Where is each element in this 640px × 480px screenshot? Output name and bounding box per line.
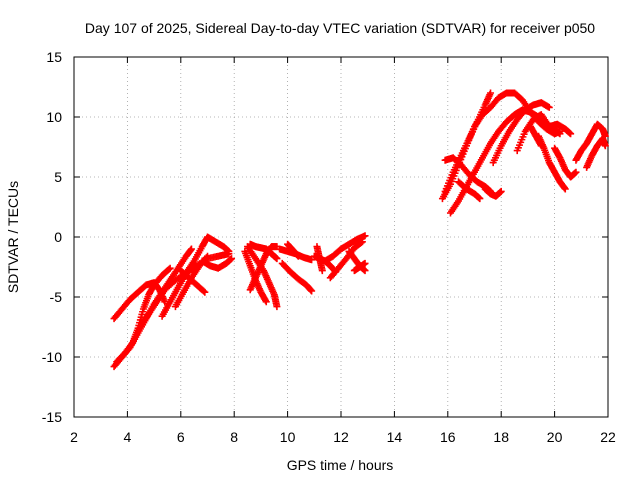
data-point bbox=[545, 103, 553, 111]
data-point bbox=[200, 287, 208, 295]
data-point bbox=[361, 232, 369, 240]
x-tick-label: 6 bbox=[177, 429, 185, 445]
x-tick-label: 22 bbox=[600, 429, 616, 445]
y-tick-label: 0 bbox=[54, 229, 62, 245]
data-point bbox=[308, 287, 316, 295]
y-tick-label: -15 bbox=[42, 409, 62, 425]
data-point bbox=[187, 245, 195, 253]
x-tick-label: 18 bbox=[493, 429, 509, 445]
data-point bbox=[165, 265, 173, 273]
data-point bbox=[202, 254, 210, 262]
data-point bbox=[601, 142, 609, 150]
y-tick-labels: -15 -10 -5 0 5 10 15 bbox=[42, 49, 62, 425]
data-point bbox=[361, 259, 369, 267]
x-tick-label: 2 bbox=[70, 429, 78, 445]
data-point bbox=[361, 267, 369, 275]
data-point bbox=[273, 303, 281, 311]
data-point bbox=[487, 89, 495, 97]
data-point bbox=[556, 130, 564, 138]
data-point bbox=[294, 252, 302, 260]
y-axis-title: SDTVAR / TECUs bbox=[5, 181, 21, 293]
chart-title: Day 107 of 2025, Sidereal Day-to-day VTE… bbox=[85, 20, 595, 36]
data-point bbox=[537, 142, 545, 150]
data-point bbox=[201, 288, 209, 296]
data-point bbox=[561, 185, 569, 193]
y-tick-label: -10 bbox=[42, 349, 62, 365]
data-point bbox=[497, 187, 505, 195]
data-point bbox=[358, 238, 366, 246]
x-tick-labels: 2 4 6 8 10 12 14 16 18 20 22 bbox=[70, 429, 616, 445]
y-tick-label: 15 bbox=[46, 49, 62, 65]
x-axis-title: GPS time / hours bbox=[287, 457, 394, 473]
data-point bbox=[476, 195, 484, 203]
data-points bbox=[110, 89, 609, 371]
data-point bbox=[166, 264, 174, 272]
y-tick-label: 5 bbox=[54, 169, 62, 185]
x-tick-label: 16 bbox=[440, 429, 456, 445]
x-tick-label: 8 bbox=[230, 429, 238, 445]
data-point bbox=[572, 168, 580, 176]
x-tick-label: 10 bbox=[280, 429, 296, 445]
x-tick-label: 20 bbox=[547, 429, 563, 445]
x-tick-label: 12 bbox=[333, 429, 349, 445]
data-point bbox=[318, 267, 326, 275]
data-point bbox=[567, 130, 575, 138]
axis-ticks bbox=[73, 56, 609, 418]
y-tick-label: 10 bbox=[46, 109, 62, 125]
data-point bbox=[225, 247, 233, 255]
data-point bbox=[228, 255, 236, 263]
data-point bbox=[357, 239, 365, 247]
data-point bbox=[204, 252, 211, 260]
x-tick-label: 4 bbox=[124, 429, 132, 445]
data-point bbox=[262, 298, 270, 306]
data-point bbox=[308, 256, 316, 264]
x-tick-label: 14 bbox=[387, 429, 403, 445]
y-tick-label: -5 bbox=[50, 289, 63, 305]
data-point bbox=[273, 255, 281, 263]
